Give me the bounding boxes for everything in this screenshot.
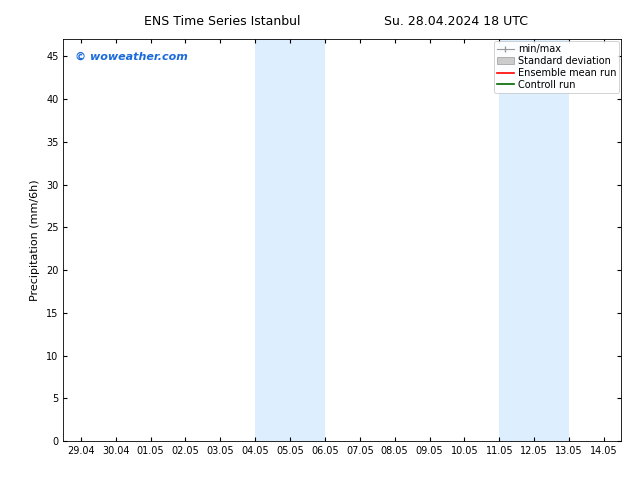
Text: Su. 28.04.2024 18 UTC: Su. 28.04.2024 18 UTC (384, 15, 529, 28)
Text: ENS Time Series Istanbul: ENS Time Series Istanbul (144, 15, 300, 28)
Bar (255, 39, 325, 441)
Bar (500, 39, 569, 441)
Text: © woweather.com: © woweather.com (75, 51, 188, 61)
Y-axis label: Precipitation (mm/6h): Precipitation (mm/6h) (30, 179, 41, 301)
Legend: min/max, Standard deviation, Ensemble mean run, Controll run: min/max, Standard deviation, Ensemble me… (494, 41, 619, 93)
